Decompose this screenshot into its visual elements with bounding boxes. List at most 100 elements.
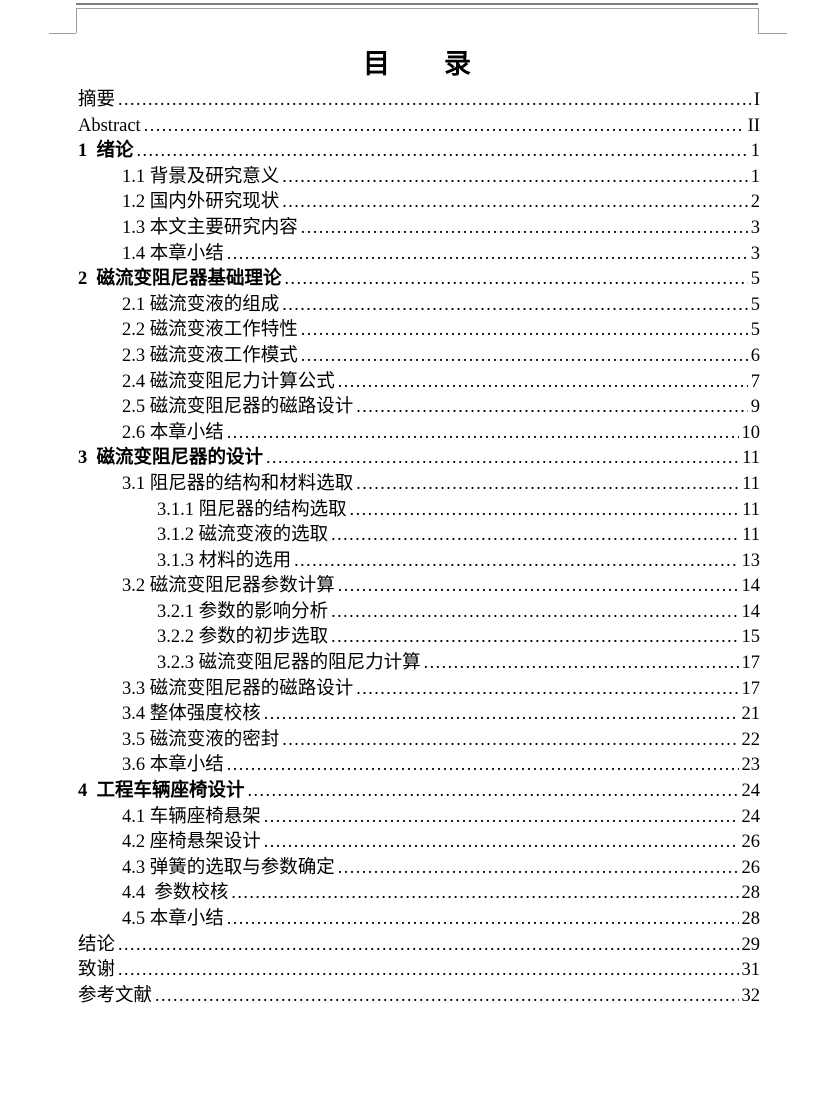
- toc-page-number: 9: [750, 397, 760, 418]
- toc-entry[interactable]: 4.3 弹簧的选取与参数确定 26: [78, 855, 760, 881]
- text-boundary-mark-top-left-vertical: [76, 8, 77, 33]
- toc-entry[interactable]: 3.3 磁流变阻尼器的磁路设计 17: [78, 676, 760, 702]
- toc-entry-label: 4 工程车辆座椅设计: [78, 781, 245, 802]
- toc-entry[interactable]: Abstract II: [78, 113, 760, 139]
- toc-page-number: 13: [741, 550, 761, 571]
- toc-entry[interactable]: 4.2 座椅悬架设计 26: [78, 829, 760, 855]
- dot-leader: [248, 778, 739, 805]
- dot-leader: [118, 932, 738, 959]
- dot-leader: [331, 624, 738, 651]
- toc-page-number: 29: [741, 934, 761, 955]
- toc-page-number: 5: [750, 269, 760, 290]
- toc-entry[interactable]: 3.1 阻尼器的结构和材料选取 11: [78, 471, 760, 497]
- toc-entry-label: 3.1.1 阻尼器的结构选取: [157, 499, 347, 520]
- text-boundary-mark-top-right-vertical: [758, 8, 759, 33]
- toc-entry[interactable]: 1 绪论 1: [78, 138, 760, 164]
- dot-leader: [264, 701, 739, 728]
- toc-entry[interactable]: 3.6 本章小结 23: [78, 752, 760, 778]
- toc-entry-label: 1 绪论: [78, 141, 134, 162]
- toc-entry[interactable]: 1.4 本章小结 3: [78, 241, 760, 267]
- text-boundary-mark-top-left-horizontal: [49, 33, 76, 34]
- toc-entry[interactable]: 结论 29: [78, 932, 760, 958]
- toc-page-number: 32: [741, 985, 761, 1006]
- toc-page-number: 5: [750, 294, 760, 315]
- toc-entry[interactable]: 3.2 磁流变阻尼器参数计算 14: [78, 573, 760, 599]
- toc-entry[interactable]: 2 磁流变阻尼器基础理论 5: [78, 266, 760, 292]
- toc-entry-label: 2.6 本章小结: [122, 422, 224, 443]
- toc-entry-label: 3.2.3 磁流变阻尼器的阻尼力计算: [157, 653, 421, 674]
- toc-page-number: 31: [741, 960, 761, 981]
- toc-entry[interactable]: 2.2 磁流变液工作特性 5: [78, 317, 760, 343]
- toc-page-number: 11: [742, 448, 760, 469]
- toc-page-number: 21: [741, 704, 761, 725]
- toc-entry[interactable]: 4.4 参数校核 28: [78, 880, 760, 906]
- toc-entry-label: 4.3 弹簧的选取与参数确定: [122, 857, 335, 878]
- toc-entry-label: 1.1 背景及研究意义: [122, 166, 280, 187]
- toc-entry[interactable]: 2.5 磁流变阻尼器的磁路设计 9: [78, 394, 760, 420]
- toc-entry[interactable]: 参考文献 32: [78, 983, 760, 1009]
- dot-leader: [356, 676, 738, 703]
- dot-leader: [144, 113, 745, 140]
- toc-page-number: 14: [741, 601, 761, 622]
- toc-entry[interactable]: 3.1.1 阻尼器的结构选取 11: [78, 497, 760, 523]
- toc-page-number: 7: [750, 371, 760, 392]
- dot-leader: [331, 522, 739, 549]
- dot-leader: [301, 215, 748, 242]
- dot-leader: [227, 241, 748, 268]
- toc-entry-label: 4.5 本章小结: [122, 909, 224, 929]
- toc-list: 摘要IAbstract II1 绪论11.1 背景及研究意义11.2 国内外研究现…: [78, 87, 760, 1008]
- toc-page-number: 3: [750, 217, 760, 238]
- toc-page-number: 11: [742, 473, 760, 494]
- toc-page-number: 28: [741, 909, 761, 929]
- toc-entry-label: 3.2.1 参数的影响分析: [157, 601, 329, 622]
- toc-page-number: 10: [741, 422, 761, 443]
- toc-entry-label: Abstract: [78, 115, 141, 136]
- toc-entry[interactable]: 3 磁流变阻尼器的设计 11: [78, 445, 760, 471]
- toc-entry-label: 3.1.2 磁流变液的选取: [157, 525, 329, 546]
- toc-entry-label: 3.6 本章小结: [122, 755, 224, 776]
- toc-page-number: 14: [741, 576, 761, 597]
- toc-page-number: 5: [750, 320, 760, 341]
- toc-entry-label: 1.4 本章小结: [122, 243, 224, 264]
- toc-entry[interactable]: 4 工程车辆座椅设计 24: [78, 778, 760, 804]
- toc-entry[interactable]: 3.4 整体强度校核 21: [78, 701, 760, 727]
- toc-entry-label: 2.5 磁流变阻尼器的磁路设计: [122, 397, 354, 418]
- dot-leader: [338, 369, 748, 396]
- toc-entry[interactable]: 摘要 I: [78, 87, 760, 113]
- toc-entry[interactable]: 致谢 31: [78, 957, 760, 983]
- toc-entry[interactable]: 1.1 背景及研究意义 1: [78, 164, 760, 190]
- toc-entry[interactable]: 2.3 磁流变液工作模式 6: [78, 343, 760, 369]
- toc-page-number: 23: [741, 755, 761, 776]
- toc-page-number: 15: [741, 627, 761, 648]
- page-boundary-line-thick: [76, 3, 758, 5]
- dot-leader: [282, 727, 738, 754]
- toc-page-number: II: [747, 115, 760, 136]
- dot-leader: [294, 548, 738, 575]
- toc-page-number: 3: [750, 243, 760, 264]
- toc-page-number: 2: [750, 192, 760, 213]
- toc-entry-label: 2.3 磁流变液工作模式: [122, 345, 298, 366]
- toc-entry-label: 3.5 磁流变液的密封: [122, 729, 280, 750]
- toc-entry[interactable]: 3.2.2 参数的初步选取 15: [78, 624, 760, 650]
- toc-entry[interactable]: 3.2.3 磁流变阻尼器的阻尼力计算 17: [78, 650, 760, 676]
- toc-entry[interactable]: 2.4 磁流变阻尼力计算公式 7: [78, 369, 760, 395]
- toc-entry[interactable]: 1.2 国内外研究现状 2: [78, 189, 760, 215]
- toc-page-number: 17: [741, 678, 761, 699]
- page-boundary-line-thin: [76, 8, 758, 9]
- toc-entry[interactable]: 3.2.1 参数的影响分析 14: [78, 599, 760, 625]
- toc-entry[interactable]: 4.5 本章小结 28: [78, 906, 760, 932]
- toc-entry[interactable]: 4.1 车辆座椅悬架 24: [78, 804, 760, 830]
- toc-entry[interactable]: 3.1.3 材料的选用 13: [78, 548, 760, 574]
- toc-entry[interactable]: 3.5 磁流变液的密封 22: [78, 727, 760, 753]
- toc-page-number: 17: [741, 653, 761, 674]
- toc-entry-label: 1.3 本文主要研究内容: [122, 217, 298, 238]
- toc-entry[interactable]: 3.1.2 磁流变液的选取 11: [78, 522, 760, 548]
- toc-entry[interactable]: 1.3 本文主要研究内容 3: [78, 215, 760, 241]
- dot-leader: [118, 87, 751, 114]
- dot-leader: [282, 292, 747, 319]
- toc-page-number: 26: [741, 857, 761, 878]
- toc-entry-label: 2 磁流变阻尼器基础理论: [78, 269, 282, 290]
- toc-entry[interactable]: 2.1 磁流变液的组成 5: [78, 292, 760, 318]
- toc-entry[interactable]: 2.6 本章小结 10: [78, 420, 760, 446]
